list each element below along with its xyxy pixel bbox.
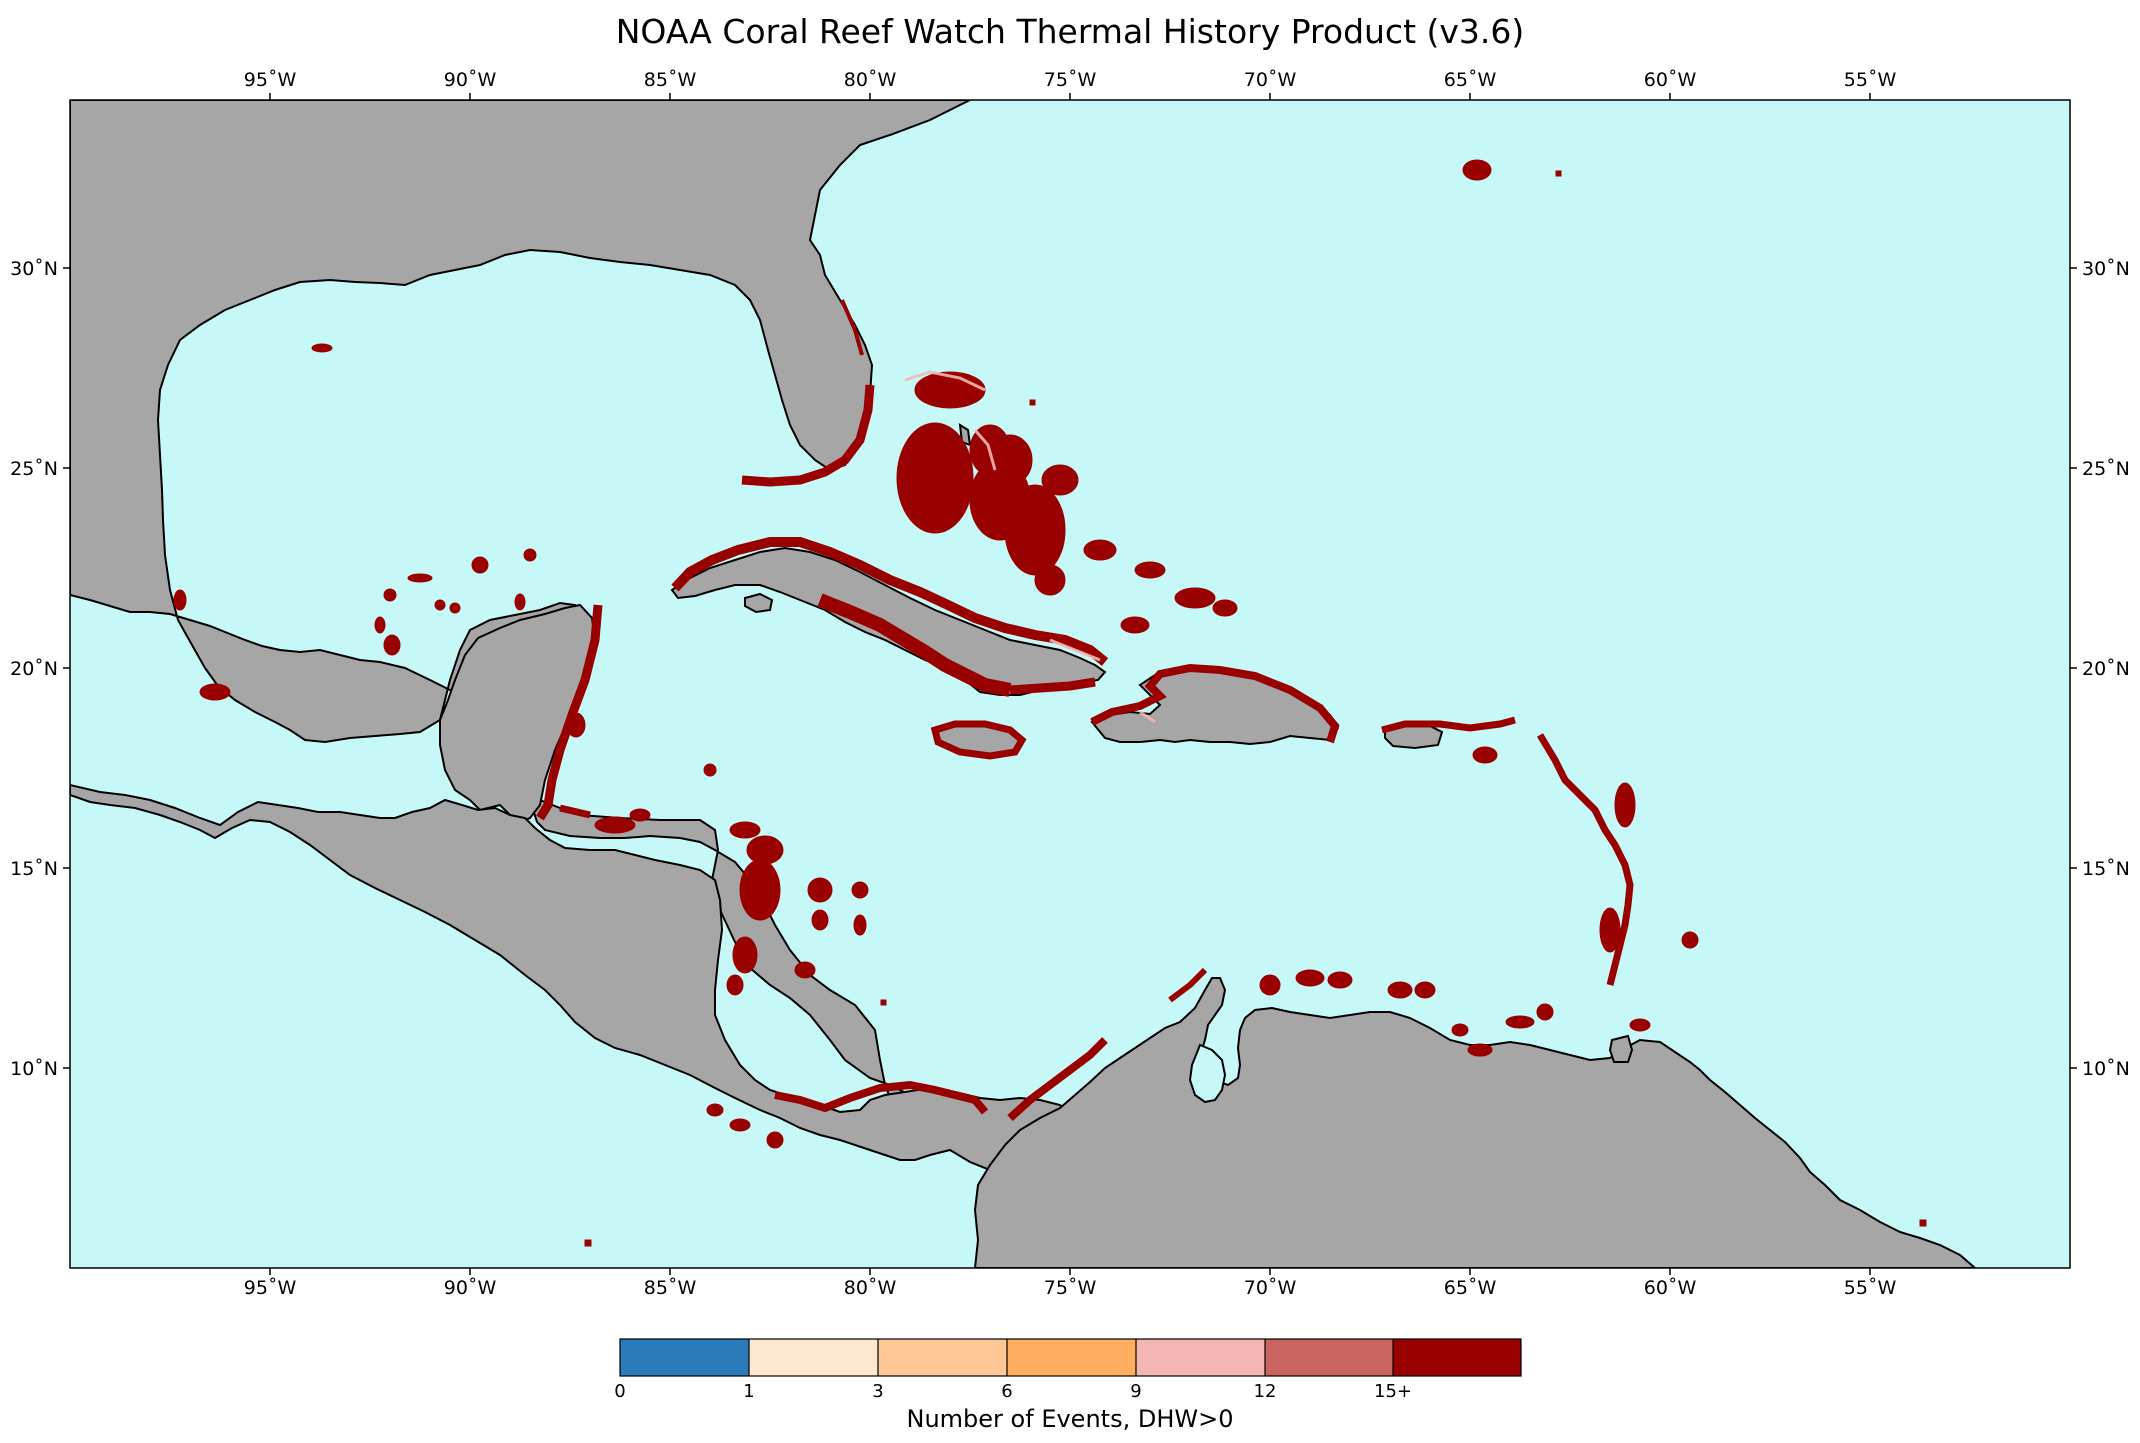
colorbar-title: Number of Events, DHW>0 <box>907 1405 1234 1433</box>
lat-tick-label: 25˚N <box>2082 458 2130 480</box>
lat-tick-label: 20˚N <box>2082 658 2130 680</box>
land-isle-of-youth <box>744 592 774 614</box>
colorbar-tick-label: 6 <box>1001 1381 1012 1402</box>
colorbar-segment-1-3 <box>749 1339 878 1376</box>
colorbar-segment-0-1 <box>620 1339 749 1376</box>
lat-tick-label: 10˚N <box>10 1058 58 1080</box>
lat-tick-label: 15˚N <box>10 858 58 880</box>
colorbar-segment-9-12 <box>1136 1339 1265 1376</box>
land-south-america <box>973 977 1977 1268</box>
lon-tick-label: 60˚W <box>1644 1277 1697 1299</box>
lat-tick-label: 10˚N <box>2082 1058 2130 1080</box>
lon-tick-label: 55˚W <box>1844 69 1897 91</box>
colorbar: 0 1 3 6 9 12 15+ Number of Events, DHW>0 <box>614 1338 1522 1433</box>
colorbar-tick-label: 12 <box>1254 1381 1277 1402</box>
land-trinidad <box>1608 1034 1634 1063</box>
lon-ticks <box>269 93 1871 1275</box>
thermal-fringe-overlay <box>904 370 1156 724</box>
colorbar-segment-6-9 <box>1007 1339 1136 1376</box>
colorbar-tick-label: 3 <box>872 1381 883 1402</box>
lon-tick-label: 65˚W <box>1444 1277 1497 1299</box>
lon-tick-label: 75˚W <box>1044 69 1097 91</box>
lat-tick-label: 25˚N <box>10 458 58 480</box>
thermal-history-overlay <box>173 159 1927 1247</box>
lat-ticks <box>63 267 2077 1069</box>
colorbar-tick-label: 0 <box>614 1381 625 1402</box>
lon-tick-label: 90˚W <box>444 1277 497 1299</box>
lon-tick-label: 95˚W <box>244 1277 297 1299</box>
lat-tick-label: 20˚N <box>10 658 58 680</box>
lon-tick-label: 55˚W <box>1844 1277 1897 1299</box>
lake-maracaibo <box>1188 1043 1227 1104</box>
lon-tick-label: 75˚W <box>1044 1277 1097 1299</box>
lat-tick-labels-right: 30˚N 25˚N 20˚N 15˚N 10˚N <box>2082 258 2130 1080</box>
lon-tick-label: 80˚W <box>844 69 897 91</box>
colorbar-tick-label: 1 <box>743 1381 754 1402</box>
colorbar-tick-label: 9 <box>1130 1381 1141 1402</box>
lon-tick-label: 90˚W <box>444 69 497 91</box>
lon-tick-label: 85˚W <box>644 1277 697 1299</box>
colorbar-segment-15-plus <box>1393 1339 1521 1376</box>
lat-tick-label: 30˚N <box>2082 258 2130 280</box>
lon-tick-label: 85˚W <box>644 69 697 91</box>
colorbar-frame <box>619 1338 1522 1377</box>
colorbar-segment-3-6 <box>878 1339 1007 1376</box>
lat-tick-label: 15˚N <box>2082 858 2130 880</box>
lon-tick-label: 70˚W <box>1244 69 1297 91</box>
lon-tick-labels-top: 95˚W 90˚W 85˚W 80˚W 75˚W 70˚W 65˚W 60˚W … <box>244 69 1897 91</box>
lon-tick-label: 60˚W <box>1644 69 1697 91</box>
lon-tick-label: 65˚W <box>1444 69 1497 91</box>
lon-tick-label: 95˚W <box>244 69 297 91</box>
figure-title: NOAA Coral Reef Watch Thermal History Pr… <box>616 12 1525 51</box>
lat-tick-labels-left: 30˚N 25˚N 20˚N 15˚N 10˚N <box>10 258 58 1080</box>
lon-tick-label: 70˚W <box>1244 1277 1297 1299</box>
land-central-america <box>70 783 1102 1182</box>
lon-tick-label: 80˚W <box>844 1277 897 1299</box>
lat-tick-label: 30˚N <box>10 258 58 280</box>
colorbar-segment-12-15 <box>1265 1339 1393 1376</box>
lon-tick-labels-bottom: 95˚W 90˚W 85˚W 80˚W 75˚W 70˚W 65˚W 60˚W … <box>244 1277 1897 1299</box>
colorbar-tick-label: 15+ <box>1374 1381 1412 1402</box>
